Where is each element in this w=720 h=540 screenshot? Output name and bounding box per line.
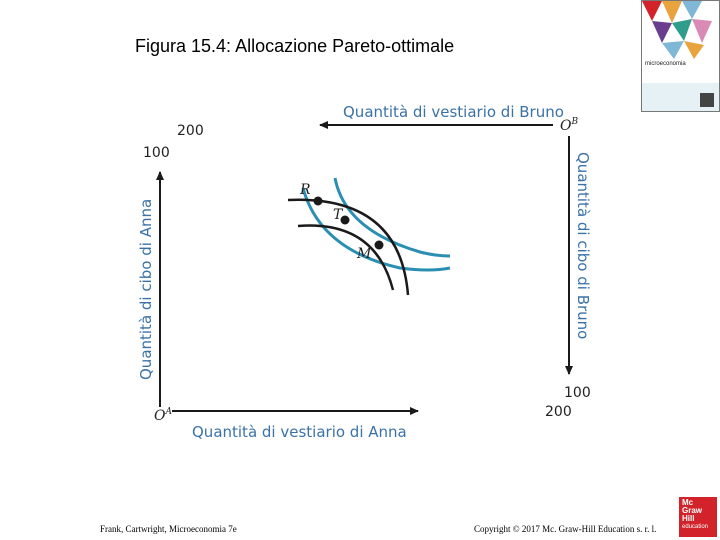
footer-copyright: Copyright © 2017 Mc. Graw-Hill Education… [474, 524, 657, 534]
point-r-label: R [299, 182, 311, 198]
point-m-dot [374, 240, 384, 250]
book-cover-pattern [642, 1, 712, 59]
point-t-label: T [333, 207, 344, 223]
anna-food-label: Quantità di cibo di Anna [137, 199, 155, 380]
mcgraw-hill-logo: Mc Graw Hill education [679, 497, 717, 537]
bruno-indifference-curve-high [287, 198, 410, 296]
logo-line-2: Graw [682, 506, 703, 515]
footer-citation: Frank, Cartwright, Microeconomia 7e [100, 524, 237, 534]
point-t-dot [340, 215, 350, 225]
logo-line-3: Hill [682, 514, 695, 523]
origin-anna: OA [154, 407, 172, 424]
book-title-band [642, 59, 719, 75]
point-r-dot [313, 196, 323, 206]
tick-bruno-clothing-max: 200 [177, 123, 204, 139]
bruno-food-label: Quantità di cibo di Bruno [574, 152, 592, 339]
bruno-indifference-curve-low [297, 224, 395, 291]
anna-clothing-label: Quantità di vestiario di Anna [192, 423, 407, 441]
anna-indifference-curve-low [301, 187, 451, 272]
slide-title: Figura 15.4: Allocazione Pareto-ottimale [135, 36, 455, 56]
book-title: microeconomia [645, 61, 686, 67]
tick-anna-food-max: 100 [143, 145, 170, 161]
book-cover-bottom [642, 83, 719, 111]
anna-indifference-curve-high [333, 177, 451, 258]
tick-bruno-food-max: 100 [564, 385, 591, 401]
tick-anna-clothing-max: 200 [545, 404, 572, 420]
logo-line-1: Mc [682, 498, 694, 507]
bruno-clothing-label: Quantità di vestiario di Bruno [343, 103, 564, 121]
origin-bruno: OB [560, 117, 578, 134]
point-m-label: M [356, 246, 372, 262]
logo-line-4: education [682, 524, 709, 530]
